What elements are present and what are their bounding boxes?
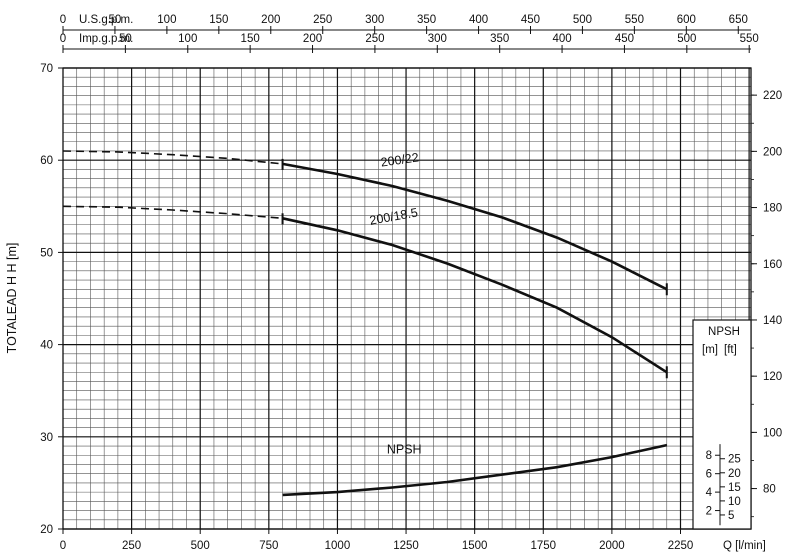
y-axis-label: TOTALEAD H H [m] [5, 243, 19, 354]
top-tick-label: 400 [552, 33, 571, 45]
top-tick-label: 550 [625, 14, 644, 26]
curves [62, 150, 668, 497]
series-dashed-line [62, 205, 283, 220]
x-tick-label: 250 [122, 540, 141, 552]
top-tick-label: 400 [469, 14, 488, 26]
right-tick-label: 80 [763, 484, 776, 496]
npsh-ft-tick-label: 20 [728, 468, 741, 480]
top-tick-label: 150 [241, 33, 260, 45]
right-tick-label: 120 [763, 371, 782, 383]
plot-frame [62, 67, 752, 530]
npsh-inset-box [692, 319, 752, 530]
x-tick-label: 2000 [599, 540, 625, 552]
series-dashed-line [62, 150, 283, 165]
top-tick-label: 250 [365, 33, 384, 45]
top-tick-label: 600 [677, 14, 696, 26]
top-tick-label: 300 [428, 33, 447, 45]
y-tick-label: 70 [40, 63, 53, 75]
top-tick-label: 50 [119, 33, 132, 45]
top-axis-label: Imp.g.p.m. [79, 33, 133, 45]
series-label: 200/22 [380, 150, 420, 169]
top-tick-label: 500 [573, 14, 592, 26]
npsh-m-tick-label: 4 [706, 487, 713, 499]
top-axis-label: U.S.g.p.m. [79, 14, 133, 26]
y-tick-label: 40 [40, 340, 53, 352]
series-label: 200/18.5 [368, 205, 418, 227]
top-tick-label: 200 [303, 33, 322, 45]
x-axis-label: Q [l/min] [723, 540, 766, 552]
x-tick-label: 1500 [462, 540, 488, 552]
x-tick-label: 750 [259, 540, 278, 552]
right-tick-label: 100 [763, 427, 782, 439]
x-tick-label: 500 [191, 540, 210, 552]
npsh-m-tick-label: 8 [706, 450, 712, 462]
top-tick-label: 500 [677, 33, 696, 45]
top-tick-label: 300 [365, 14, 384, 26]
npsh-ft-tick-label: 25 [728, 454, 741, 466]
top-tick-label: 650 [729, 14, 748, 26]
top-tick-label: 50 [109, 14, 122, 26]
right-tick-label: 220 [763, 90, 782, 102]
top-tick-label: 450 [521, 14, 540, 26]
x-tick-label: 1750 [530, 540, 556, 552]
x-tick-label: 2250 [668, 540, 694, 552]
npsh-ft-label: [ft] [724, 344, 737, 356]
minor-grid [63, 68, 751, 529]
series-line [282, 443, 668, 497]
top-tick-label: 150 [209, 14, 228, 26]
npsh-ft-tick-label: 5 [728, 510, 734, 522]
top-tick-label: 250 [313, 14, 332, 26]
top-tick-label: 550 [740, 33, 759, 45]
x-tick-label: 1000 [325, 540, 351, 552]
npsh-m-label: [m] [702, 344, 718, 356]
y-tick-label: 60 [40, 155, 53, 167]
top-tick-label: 200 [261, 14, 280, 26]
npsh-m-tick-label: 2 [706, 506, 712, 518]
npsh-inset-title: NPSH [708, 326, 740, 338]
series-line [282, 217, 668, 374]
series-line [282, 162, 668, 291]
top-tick-label: 0 [60, 33, 66, 45]
y-tick-label: 30 [40, 432, 53, 444]
top-tick-label: 350 [417, 14, 436, 26]
npsh-m-tick-label: 6 [706, 469, 712, 481]
top-tick-label: 100 [157, 14, 176, 26]
npsh-ft-tick-label: 10 [728, 496, 741, 508]
right-tick-label: 140 [763, 315, 782, 327]
right-tick-label: 180 [763, 203, 782, 215]
x-tick-label: 0 [60, 540, 66, 552]
npsh-ft-tick-label: 15 [728, 482, 741, 494]
top-tick-label: 0 [60, 14, 66, 26]
series-label: NPSH [387, 442, 422, 456]
top-tick-label: 350 [490, 33, 509, 45]
x-tick-label: 1250 [393, 540, 419, 552]
y-tick-label: 20 [40, 524, 53, 536]
top-tick-label: 450 [615, 33, 634, 45]
right-tick-label: 160 [763, 259, 782, 271]
right-tick-label: 200 [763, 146, 782, 158]
top-tick-label: 100 [178, 33, 197, 45]
y-tick-label: 50 [40, 247, 53, 259]
